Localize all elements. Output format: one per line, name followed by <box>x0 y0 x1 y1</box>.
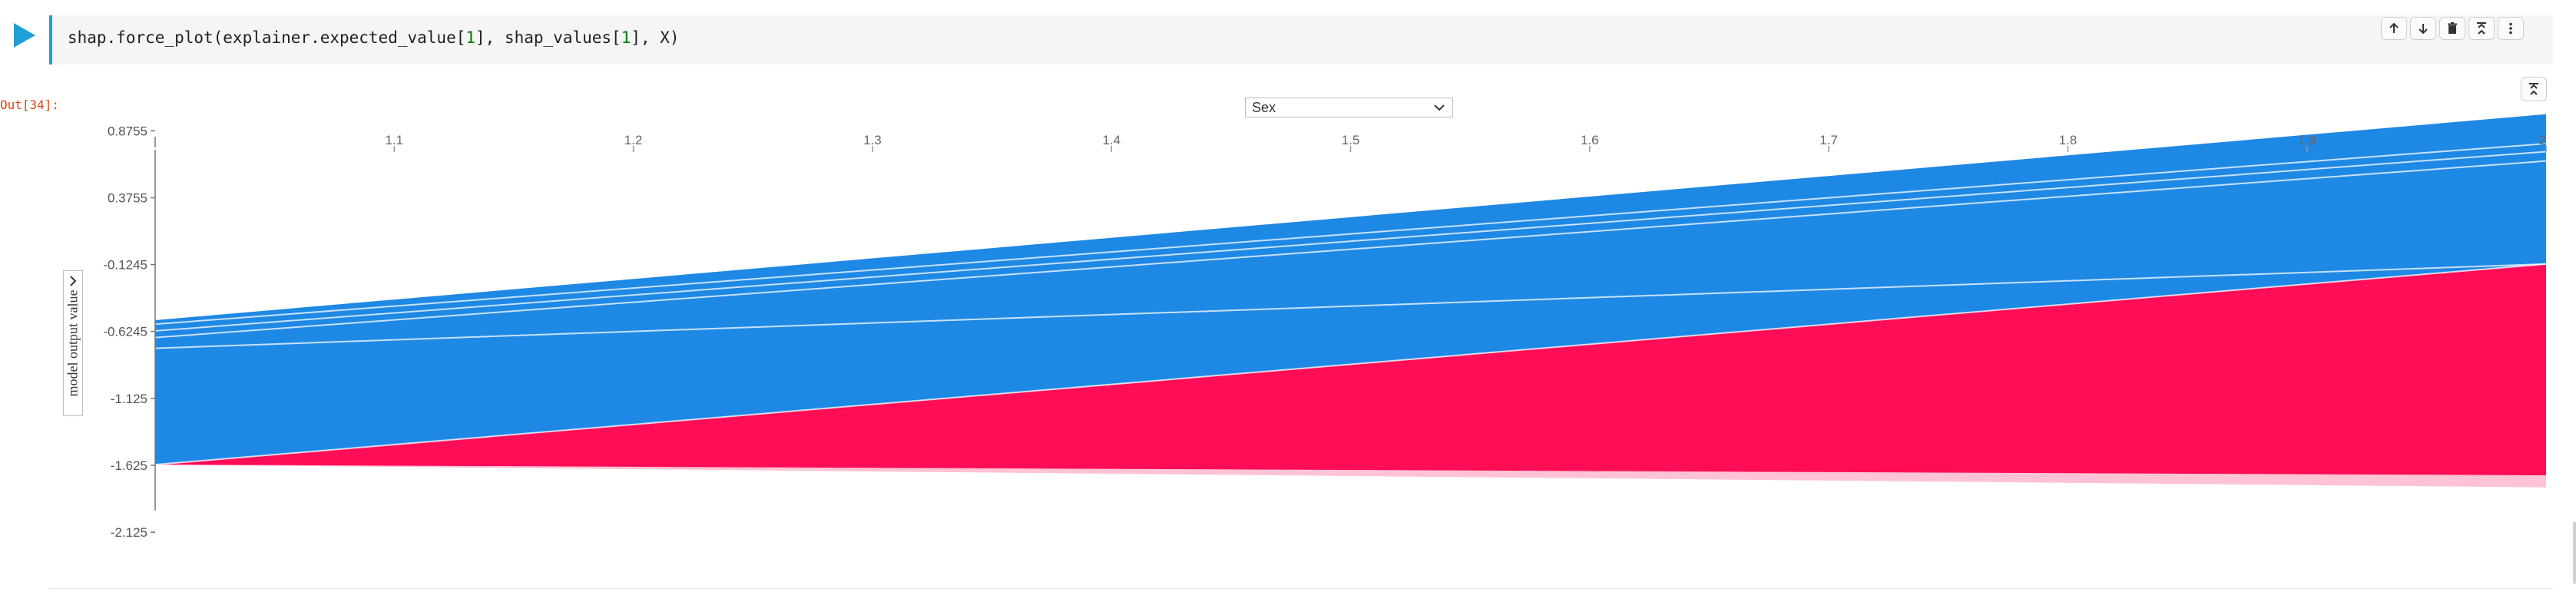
move-down-button[interactable] <box>2410 17 2436 40</box>
code-text-suffix: ], X) <box>631 28 680 47</box>
y-axis-select[interactable]: model output value <box>63 270 83 416</box>
chevron-right-icon <box>70 276 77 286</box>
arrow-up-icon <box>2389 22 2399 33</box>
collapse-output-button[interactable] <box>2468 17 2495 40</box>
arrow-down-icon <box>2419 24 2428 35</box>
code-cell[interactable]: shap.force_plot(explainer.expected_value… <box>49 15 2553 64</box>
more-options-button[interactable] <box>2498 17 2524 40</box>
output-prompt: Out[34]: <box>0 98 60 112</box>
x-feature-select[interactable]: Sex <box>1245 98 1453 117</box>
y-tick-label: -1.625 <box>111 458 147 473</box>
code-text-prefix: shap.force_plot(explainer.expected_value… <box>68 28 466 47</box>
code-line: shap.force_plot(explainer.expected_value… <box>68 28 680 47</box>
cell-toolbar <box>2381 17 2524 40</box>
toggle-output-button[interactable] <box>2521 77 2547 101</box>
cell-divider <box>49 588 2553 589</box>
y-tick-label: 0.8755 <box>108 124 147 138</box>
trash-icon <box>2448 22 2457 34</box>
force-area-1 <box>155 263 2546 476</box>
x-tick-label: 1.8 <box>2059 133 2078 147</box>
x-tick-label: 1.1 <box>385 133 403 147</box>
force-separator-0 <box>154 263 2547 466</box>
x-tick-label: 1.9 <box>2298 133 2316 147</box>
force-separator-4 <box>154 143 2547 326</box>
collapse-icon <box>2529 83 2538 95</box>
play-icon <box>14 23 35 48</box>
x-tick-label: 2 <box>2539 133 2546 147</box>
force-separator-1 <box>154 263 2547 349</box>
y-axis-label: model output value <box>65 289 81 397</box>
y-tick-label: 0.3755 <box>108 190 147 205</box>
x-tick-label: 1.4 <box>1102 133 1121 147</box>
y-tick-label: -0.6245 <box>103 325 147 339</box>
y-tick-label: -0.1245 <box>103 258 147 273</box>
chevron-down-icon <box>1434 104 1445 111</box>
force-separator-2 <box>154 160 2547 339</box>
force-area-2 <box>155 114 2546 465</box>
delete-button[interactable] <box>2439 17 2465 40</box>
x-tick-label: 1.7 <box>1819 133 1838 147</box>
force-separator-3 <box>154 150 2547 332</box>
y-tick-label: -2.125 <box>111 525 147 540</box>
x-tick-label: 1.3 <box>863 133 882 147</box>
x-tick-label: 1.5 <box>1342 133 1360 147</box>
y-tick-label: -1.125 <box>111 392 147 406</box>
x-feature-value: Sex <box>1252 100 1276 115</box>
move-up-button[interactable] <box>2381 17 2407 40</box>
collapse-icon <box>2477 22 2486 35</box>
code-number: 1 <box>621 28 631 47</box>
x-tick-label: 1.2 <box>624 133 643 147</box>
code-number: 1 <box>465 28 476 47</box>
x-tick-label: 1.6 <box>1581 133 1599 147</box>
force-area-0 <box>155 465 2546 488</box>
more-vertical-icon <box>2509 22 2512 35</box>
scrollbar[interactable] <box>2573 522 2576 584</box>
run-cell-button[interactable] <box>9 20 40 51</box>
code-text-mid: ], shap_values[ <box>475 28 621 47</box>
